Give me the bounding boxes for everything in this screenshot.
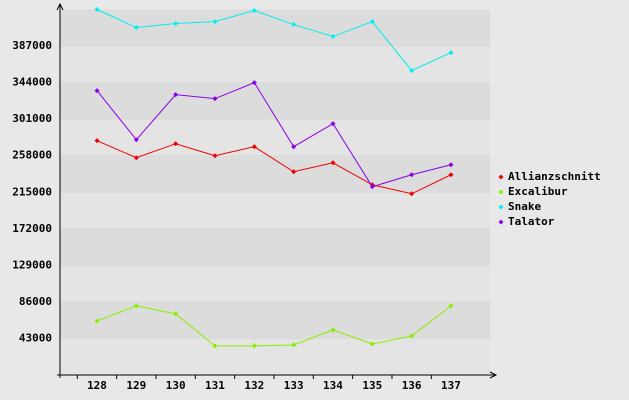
data-point [448,172,454,178]
data-point [330,327,336,333]
data-point [94,138,100,144]
grid-band [60,265,490,302]
data-point [133,25,139,31]
data-point [133,137,139,143]
grid-band [60,82,490,120]
data-point [94,7,100,12]
y-tick-label: 43000 [19,331,52,344]
data-point [173,21,179,27]
data-point [448,303,454,309]
legend-label: Excalibur [508,185,568,198]
data-point [291,22,297,28]
data-point [251,343,257,349]
legend-marker [498,219,504,225]
grid-band [60,119,490,156]
data-point [133,303,139,309]
data-point [251,8,257,14]
data-point [212,19,218,25]
y-tick-label: 86000 [19,295,52,308]
data-point [409,191,415,197]
data-point [212,153,218,159]
y-tick-label: 258000 [12,149,52,162]
x-tick-label: 128 [87,379,107,392]
data-point [291,169,297,175]
y-tick-label: 215000 [12,185,52,198]
series-line [96,140,452,195]
data-point [330,34,336,40]
x-tick-label: 131 [205,379,225,392]
data-point [94,318,100,324]
x-tick-label: 129 [126,379,146,392]
x-tick-label: 133 [284,379,304,392]
grid-band [60,338,490,375]
data-point [330,121,336,127]
data-point [369,184,375,190]
x-tick-label: 136 [402,379,422,392]
y-tick-label: 344000 [12,76,52,89]
data-point [251,144,257,150]
grid-band [60,228,490,266]
x-tick-label: 130 [166,379,186,392]
y-tick-label: 129000 [12,258,52,271]
data-point [369,341,375,347]
legend-label: Snake [508,200,541,213]
data-point [94,88,100,94]
data-point [212,96,218,102]
data-point [173,92,179,98]
x-tick-label: 135 [362,379,382,392]
x-tick-label: 132 [244,379,264,392]
data-point [369,19,375,25]
series-line [96,305,452,347]
data-point [212,343,218,349]
series-line [96,9,452,72]
legend-label: Talator [508,215,555,228]
data-point [291,144,297,150]
legend-marker [498,174,504,180]
data-point [173,311,179,317]
x-axis-arrow [489,371,498,379]
data-point [330,160,336,166]
legend-marker [498,204,504,210]
grid-band [60,192,490,229]
y-tick-label: 172000 [12,222,52,235]
grid-band [60,301,490,339]
y-tick-label: 301000 [12,112,52,125]
x-tick-label: 134 [323,379,343,392]
data-point [133,155,139,161]
grid-band [60,46,490,83]
data-point [409,172,415,178]
legend-marker [498,189,504,195]
data-point [448,50,454,56]
series-line [96,81,452,188]
data-point [291,342,297,348]
data-point [448,162,454,168]
bands [60,9,490,375]
legend-label: Allianzschnitt [508,170,601,183]
data-point [409,68,415,74]
y-axis-arrow [56,2,64,11]
data-point [251,80,257,86]
x-tick-label: 137 [441,379,461,392]
data-point [409,333,415,339]
grid-band [60,155,490,193]
grid-band [60,9,490,47]
data-point [173,141,179,147]
y-tick-label: 387000 [12,39,52,52]
